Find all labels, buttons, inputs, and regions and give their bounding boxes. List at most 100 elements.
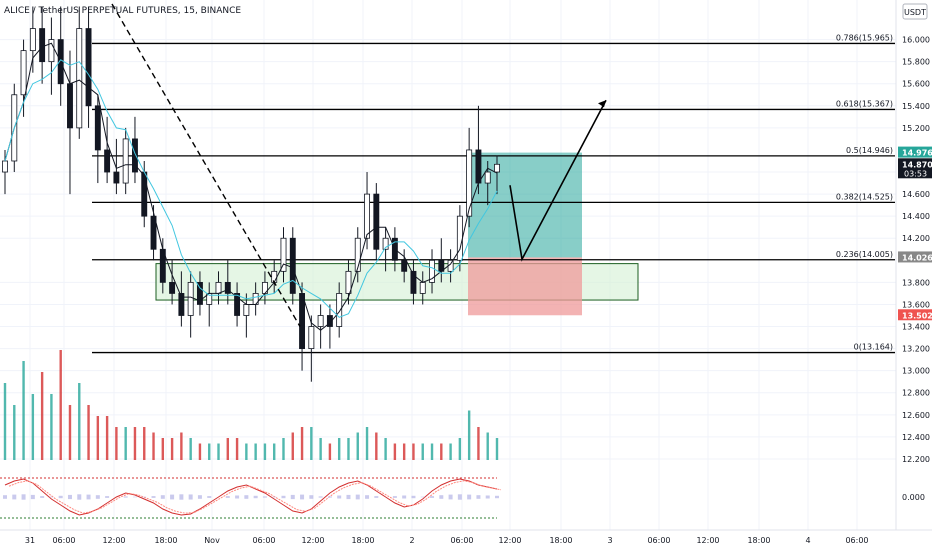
candle [94,94,101,184]
oscillator-pane: 0.000 [0,477,925,519]
arrow-head-icon [598,100,606,108]
time-tick-label: 3 [607,536,612,545]
price-tick-label: 12.600 [902,411,930,420]
candle [494,155,500,195]
candle-body [317,315,324,327]
volume-bar [217,443,220,460]
price-tick-label: 13.000 [902,367,930,376]
candle-body [122,138,129,184]
fib-retracement[interactable]: 0.786(15.965) 0.618(15.367) 0.5(14.946) 0.3… [92,33,895,354]
candle [373,183,380,261]
candle-body [141,171,148,217]
volume-bar [152,432,155,460]
candle [289,227,296,305]
volume-bar [337,438,341,460]
osc-line-main [4,478,498,516]
candle [178,271,185,327]
osc-hist-bar [132,496,137,498]
currency-label: USDT [904,8,926,17]
candle-body [224,281,231,294]
candle [382,227,389,272]
candle-body [308,326,315,350]
osc-hist-bar [151,496,156,498]
candle-body [29,28,36,52]
candle-body [364,193,370,239]
osc-hist-bar [262,496,267,498]
time-axis[interactable]: 31 06:00 12:00 18:00 Nov 06:00 12:00 18:00 2 06:0… [0,529,932,545]
price-badge-bg [898,251,932,263]
volume-bar [22,361,25,460]
time-tick-label: 12:00 [498,536,521,545]
candle-body [48,39,55,63]
osc-hist-bar [281,495,286,499]
volume-bar [356,432,359,460]
currency-badge[interactable]: USDT [902,3,928,20]
osc-hist-bar [430,496,435,498]
osc-hist-bar [467,494,472,500]
volume-bar [226,438,229,460]
chart-title: ALICE / TetherUS PERPETUAL FUTURES, 15, … [4,6,241,16]
axis-price-badge: 13.502 [898,309,932,321]
volume-bar [486,432,489,460]
candle-body [113,171,120,184]
stop-zone-box [468,257,582,316]
volume-bar [31,394,35,460]
osc-hist-bar [485,495,490,499]
volume-bar [133,427,137,460]
volume-bar [180,432,183,460]
osc-hist-bar [86,494,91,500]
volume-bar [50,394,53,460]
volume-bar [198,443,202,460]
fib-label: 0.382(14.525) [836,192,893,201]
volume-bar [161,438,165,460]
osc-hist-bar [346,494,351,500]
candle-body [20,50,27,96]
osc-hist-bar [300,494,305,500]
candle-body [94,105,101,151]
volume-bar [291,432,294,460]
candle-body [76,28,83,129]
osc-hist-bar [318,496,323,498]
volume-bar [254,443,257,460]
volume-bar [458,438,462,460]
candle [76,6,83,139]
volume-bar [393,443,397,460]
candle [29,6,36,73]
osc-hist-bar [12,494,17,500]
osc-hist-bar [309,495,314,499]
osc-hist-bar [197,495,202,499]
candle-body [289,237,296,294]
osc-hist-bar [40,496,45,498]
drawings[interactable] [111,3,607,327]
price-tick-label: 12.400 [902,433,930,442]
candle-body [234,293,241,316]
volume-bar [143,427,146,460]
candle-body [271,270,278,283]
candle-body [196,281,203,305]
price-axis[interactable]: 16.00015.80015.60015.40015.20014.80014.6… [895,0,930,530]
price-badge-text: 14.870 [902,160,932,169]
fib-level: 0.236(14.005) [92,250,895,261]
volume-bar [13,405,16,460]
candle [336,282,343,338]
price-tick-label: 15.600 [902,80,930,89]
osc-hist-bar [337,495,342,499]
price-tick-label: 15.800 [902,58,930,67]
volume-bar [115,427,118,460]
price-badge-countdown: 03:53 [904,169,927,178]
fib-label: 0.5(14.946) [846,146,893,155]
candle-body [85,28,92,107]
time-tick-label: 18:00 [154,536,177,545]
candle-body [401,259,408,272]
candle [196,271,203,316]
volume-bar [430,443,434,460]
price-tick-label: 12.800 [902,389,930,398]
candle-body [336,293,343,327]
candle [317,304,324,349]
time-tick-label: 06:00 [845,536,868,545]
candle [308,315,315,382]
candle-body [2,160,8,173]
